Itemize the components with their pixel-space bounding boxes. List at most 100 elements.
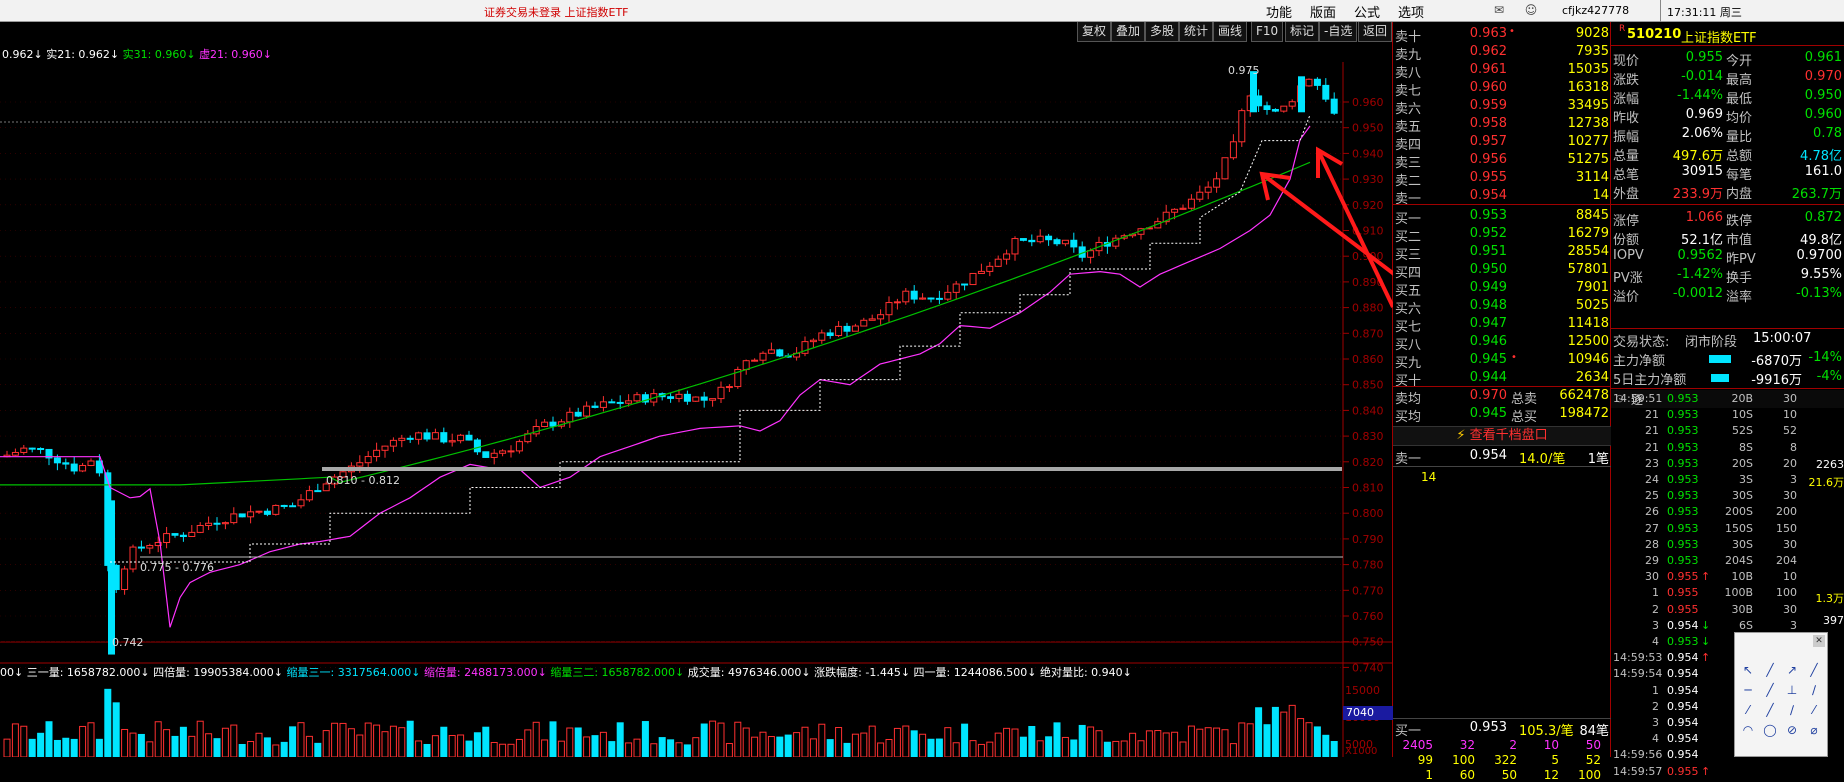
- avg-bid-row: 买均 0.945 总买 198472: [1393, 406, 1611, 425]
- volume-bar: [465, 740, 473, 757]
- draw-tool-icon[interactable]: ◠: [1742, 723, 1754, 737]
- volume-bar: [583, 736, 591, 757]
- candle-body: [381, 445, 389, 451]
- kline-chart-panel[interactable]: 复权 叠加 多股 统计 画线 F10 标记 -自选 返回 0.962↓ 实21:…: [0, 22, 1393, 757]
- draw-tool-icon[interactable]: ╱: [1766, 703, 1774, 717]
- bid-row[interactable]: 买八 0.946 12500: [1393, 334, 1611, 353]
- ask-row[interactable]: 卖六 0.959 33495: [1393, 98, 1611, 117]
- tick-vol: 10S: [1732, 408, 1753, 422]
- draw-tool-icon[interactable]: ⁄: [1746, 703, 1749, 717]
- candle-body: [339, 471, 347, 478]
- ask-row[interactable]: 卖四 0.957 10277: [1393, 134, 1611, 153]
- candle-body: [364, 456, 372, 464]
- draw-tool-icon[interactable]: ⊥: [1786, 683, 1798, 697]
- info-label: 现价: [1613, 54, 1640, 69]
- btn-statistics[interactable]: 统计: [1179, 22, 1214, 42]
- candle-body: [583, 405, 591, 417]
- draw-tool-icon[interactable]: ⊘: [1786, 723, 1798, 737]
- bid-row[interactable]: 买十 0.944 2634: [1393, 370, 1611, 389]
- user-icon[interactable]: ☺: [1524, 3, 1538, 17]
- volume-bar: [3, 738, 11, 757]
- tick-list[interactable]: 14:59:51 0.953 20B 30 21 0.953 10S 10 21 0…: [1611, 392, 1844, 778]
- bid-row[interactable]: 买一 0.953 8845: [1393, 208, 1611, 227]
- capital-flow-row: 主力净额 -6870万 -14%: [1611, 350, 1844, 369]
- ask-row[interactable]: 卖三 0.956 51275: [1393, 152, 1611, 171]
- btn-f10[interactable]: F10: [1251, 22, 1284, 42]
- volume-bar: [1196, 728, 1204, 757]
- candle-body: [247, 511, 255, 518]
- menu-function[interactable]: 功能: [1266, 6, 1293, 21]
- ask-row[interactable]: 卖十 0.963 • 9028: [1393, 26, 1611, 45]
- menu-layout[interactable]: 版面: [1310, 6, 1337, 21]
- btn-restore-rights[interactable]: 复权: [1077, 22, 1112, 42]
- candle-body: [977, 270, 985, 274]
- message-icon[interactable]: ✉: [1493, 3, 1505, 17]
- volume-bar: [709, 720, 717, 757]
- drawing-toolbox[interactable]: ✕ ↖ ╱ ↗ ╱ ─ ╱ ⊥ ∕ ⁄ ╱ ∕ ⁄ ◠ ◯ ⊘ ⌀: [1734, 632, 1828, 757]
- ask-row[interactable]: 卖二 0.955 3114: [1393, 170, 1611, 189]
- draw-tool-icon[interactable]: ↗: [1786, 663, 1798, 677]
- bid-mark: •: [1511, 352, 1517, 363]
- draw-tool-icon[interactable]: ⌀: [1810, 723, 1818, 737]
- volume-bar: [431, 735, 439, 757]
- bid-row[interactable]: 买四 0.950 57801: [1393, 262, 1611, 281]
- info-label: 总笔: [1613, 168, 1640, 183]
- bid-row[interactable]: 买九 0.945 • 10946: [1393, 352, 1611, 371]
- tick-price: 0.953: [1667, 424, 1699, 438]
- bid-price: 0.949: [1469, 280, 1507, 295]
- draw-tool-icon[interactable]: ╱: [1766, 663, 1774, 677]
- btn-multi-stock[interactable]: 多股: [1145, 22, 1180, 42]
- ask-row[interactable]: 卖九 0.962 7935: [1393, 44, 1611, 63]
- bid-row[interactable]: 买六 0.948 5025: [1393, 298, 1611, 317]
- draw-tool-icon[interactable]: ─: [1744, 683, 1752, 697]
- ask-row[interactable]: 卖八 0.961 15035: [1393, 62, 1611, 81]
- bid1-breakdown: 100: [1578, 768, 1601, 782]
- user-name[interactable]: cfjkz427778: [1562, 4, 1630, 17]
- volume-bar: [1179, 741, 1187, 757]
- btn-overlay[interactable]: 叠加: [1111, 22, 1146, 42]
- candle-body: [549, 421, 557, 427]
- tick-row: 21 0.953 8S 8: [1611, 441, 1844, 457]
- tick-price: 0.953: [1667, 489, 1699, 503]
- candle-body: [1229, 141, 1237, 159]
- draw-tool-icon[interactable]: ∕: [1811, 683, 1817, 697]
- ask-row[interactable]: 卖七 0.960 16318: [1393, 80, 1611, 99]
- price-tick-label: 0.800: [1352, 507, 1384, 520]
- menu-formula[interactable]: 公式: [1354, 6, 1381, 21]
- btn-back[interactable]: 返回: [1358, 22, 1392, 42]
- avg-ask-row: 卖均 0.970 总卖 662478: [1393, 388, 1611, 407]
- bid-row[interactable]: 买二 0.952 16279: [1393, 226, 1611, 245]
- ask-row[interactable]: 卖一 0.954 14: [1393, 188, 1611, 207]
- candle-body: [667, 396, 675, 399]
- capital-flow-row: 5日主力净额 -9916万 -4%: [1611, 369, 1844, 388]
- candle-body: [297, 499, 305, 507]
- view-1000-button[interactable]: ⚡ 查看千档盘口: [1393, 426, 1611, 446]
- price-tick-label: 0.880: [1352, 302, 1384, 315]
- volume-bar: [692, 737, 700, 757]
- volume-bar: [1112, 740, 1120, 757]
- volume-bar: [171, 735, 179, 757]
- ask-row[interactable]: 卖五 0.958 12738: [1393, 116, 1611, 135]
- ask-price: 0.961: [1469, 62, 1507, 77]
- candle-body: [809, 339, 817, 343]
- candle-body: [440, 432, 448, 443]
- close-icon[interactable]: ✕: [1813, 635, 1825, 647]
- candle-body: [1263, 105, 1271, 110]
- bid-row[interactable]: 买七 0.947 11418: [1393, 316, 1611, 335]
- draw-tool-icon[interactable]: ↖: [1742, 663, 1754, 677]
- bid-row[interactable]: 买三 0.951 28554: [1393, 244, 1611, 263]
- collapse-icon[interactable]: ⊙: [1615, 392, 1625, 405]
- draw-tool-icon[interactable]: ╱: [1810, 663, 1818, 677]
- btn-draw-line[interactable]: 画线: [1213, 22, 1248, 42]
- draw-tool-icon[interactable]: ╱: [1766, 683, 1774, 697]
- draw-tool-icon[interactable]: ◯: [1763, 723, 1777, 737]
- draw-tool-icon[interactable]: ⁄: [1812, 703, 1815, 717]
- btn-watchlist[interactable]: -自选: [1319, 22, 1358, 42]
- volume-bar: [742, 727, 750, 757]
- bid-row[interactable]: 买五 0.949 7901: [1393, 280, 1611, 299]
- menu-options[interactable]: 选项: [1398, 6, 1425, 21]
- btn-mark[interactable]: 标记: [1285, 22, 1320, 42]
- arrow-1-head: [1259, 171, 1291, 201]
- tick-price: 0.955: [1667, 764, 1699, 778]
- draw-tool-icon[interactable]: ∕: [1789, 703, 1795, 717]
